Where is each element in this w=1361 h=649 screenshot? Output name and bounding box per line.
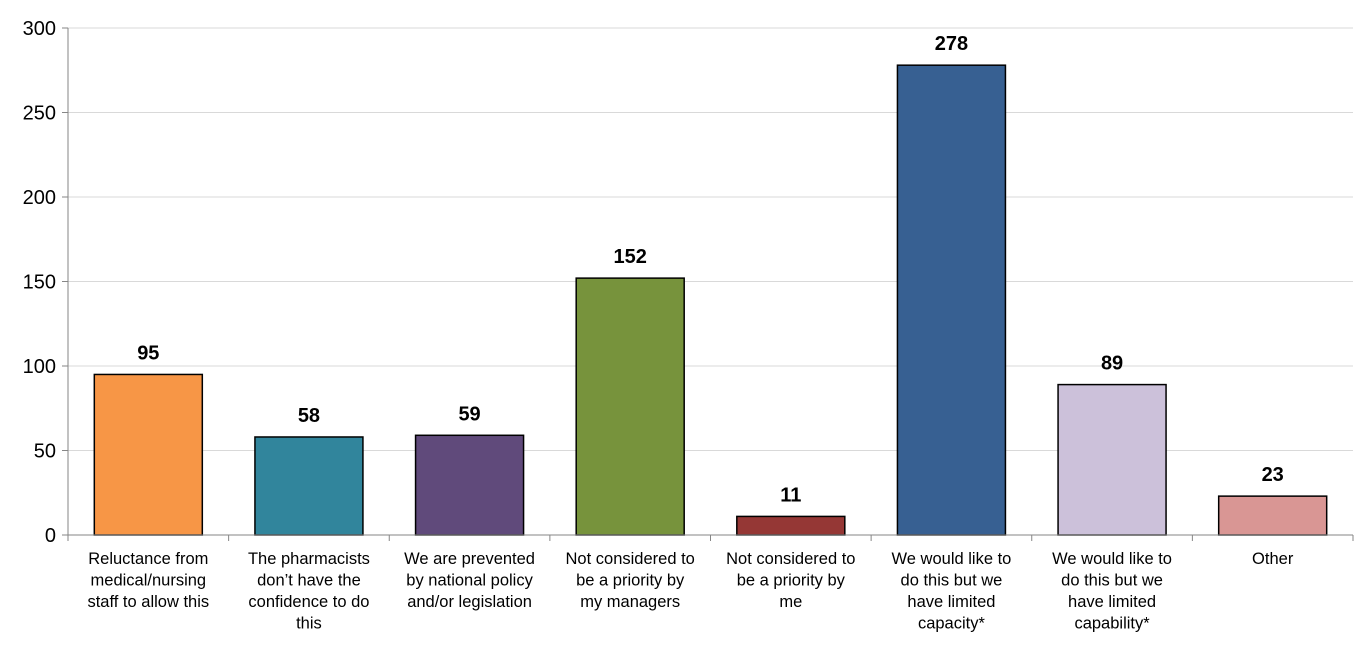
axes bbox=[62, 27, 1354, 541]
x-tick-label-line: do this but we bbox=[1061, 572, 1163, 590]
x-tick-label-line: We would like to bbox=[1052, 550, 1172, 568]
x-tick-label-line: The pharmacists bbox=[248, 550, 370, 568]
data-label: 58 bbox=[298, 405, 320, 427]
y-tick-label: 250 bbox=[23, 103, 56, 125]
x-tick-label-line: Not considered to bbox=[726, 550, 855, 568]
x-tick-label-line: confidence to do bbox=[248, 593, 369, 611]
y-tick-label: 50 bbox=[34, 441, 56, 463]
bar bbox=[1057, 383, 1167, 536]
y-tick-label: 150 bbox=[23, 272, 56, 294]
data-label: 152 bbox=[614, 246, 647, 268]
x-tick-label-line: We are prevented bbox=[404, 550, 535, 568]
y-tick-label: 100 bbox=[23, 356, 56, 378]
y-tick-label: 300 bbox=[23, 18, 56, 40]
bar bbox=[575, 277, 685, 536]
x-tick-label: Reluctance from medical/nursing staff to a… bbox=[87, 550, 209, 611]
x-tick-label-line: capability* bbox=[1074, 615, 1150, 633]
x-tick-label-line: be a priority by bbox=[576, 572, 685, 590]
x-tick-label-line: my managers bbox=[580, 593, 680, 611]
bar bbox=[1217, 495, 1328, 536]
x-tick-label-line: Reluctance from bbox=[88, 550, 208, 568]
x-tick-label: Other bbox=[1252, 550, 1294, 568]
x-tick-label-line: have limited bbox=[907, 593, 995, 611]
x-tick-label-line: by national policy bbox=[406, 572, 533, 590]
bar bbox=[254, 436, 364, 536]
x-tick-label-line: me bbox=[779, 593, 802, 611]
data-label: 23 bbox=[1262, 464, 1284, 486]
x-tick-label: Not considered to be a priority by my mana… bbox=[566, 550, 695, 611]
x-tick-label-line: Other bbox=[1252, 550, 1294, 568]
x-tick-label-line: capacity* bbox=[918, 615, 986, 633]
x-tick-label: The pharmacists don’t have the confidence … bbox=[248, 550, 370, 633]
data-label: 89 bbox=[1101, 353, 1123, 375]
bar bbox=[896, 64, 1007, 536]
x-tick-label-line: this bbox=[296, 615, 322, 633]
bar bbox=[736, 515, 846, 536]
x-tick-label: We would like to do this but we have limit… bbox=[892, 550, 1012, 633]
x-tick-label-line: medical/nursing bbox=[91, 572, 207, 590]
x-tick-label-line: be a priority by bbox=[737, 572, 846, 590]
x-tick-label-line: don’t have the bbox=[257, 572, 361, 590]
x-tick-label-line: and/or legislation bbox=[407, 593, 532, 611]
x-tick-label: We would like to do this but we have limit… bbox=[1052, 550, 1172, 633]
x-tick-label-line: staff to allow this bbox=[87, 593, 209, 611]
bar bbox=[93, 373, 204, 536]
y-tick-label: 0 bbox=[45, 525, 56, 547]
x-tick-label-line: have limited bbox=[1068, 593, 1156, 611]
bars bbox=[93, 64, 1328, 536]
data-label: 278 bbox=[935, 33, 968, 55]
x-tick-label: Not considered to be a priority by me bbox=[726, 550, 855, 611]
x-tick-label-line: do this but we bbox=[901, 572, 1003, 590]
data-label: 59 bbox=[458, 403, 480, 425]
x-tick-label-line: Not considered to bbox=[566, 550, 695, 568]
data-label: 95 bbox=[137, 342, 159, 364]
x-tick-label: We are prevented by national policy and/or… bbox=[404, 550, 535, 611]
y-tick-label: 200 bbox=[23, 187, 56, 209]
bar bbox=[414, 434, 525, 536]
data-label: 11 bbox=[780, 484, 801, 506]
x-tick-label-line: We would like to bbox=[892, 550, 1012, 568]
labels: 0 50 100 150 200 250 300 95 Reluctance from medic… bbox=[23, 18, 1294, 633]
